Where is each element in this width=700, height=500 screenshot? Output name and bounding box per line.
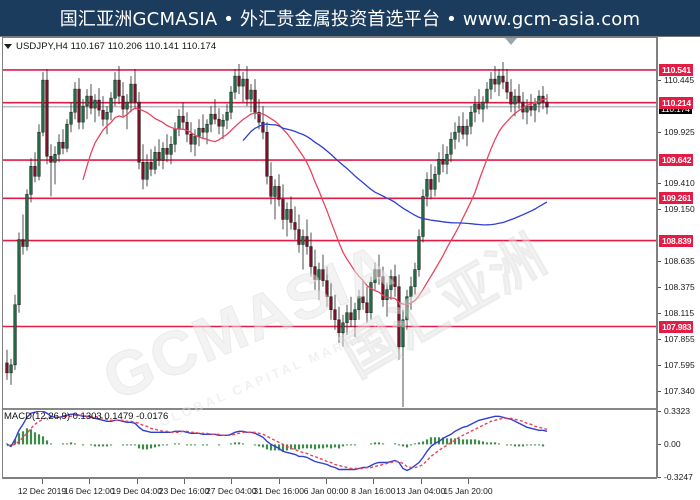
time-axis-label: 27 Dec 04:00 [206, 486, 257, 496]
macd-indicator-label: MACD(12,26,9) 0.1303 0.1479 -0.0176 [4, 411, 169, 422]
symbol-ohlc-label: USDJPY,H4 110.167 110.206 110.141 110.17… [16, 40, 217, 52]
price-panel[interactable] [3, 54, 656, 408]
panel-separator [3, 408, 656, 410]
time-axis-label: 6 Jan 00:00 [303, 486, 349, 496]
price-level-badge[interactable]: 109.261 [659, 192, 694, 205]
time-axis-label: 16 Dec 12:00 [64, 486, 115, 496]
price-tick: 109.410 [658, 178, 695, 188]
price-scale[interactable]: 110.445 109.925 109.410 109.150 108.635 108.3… [657, 37, 700, 482]
price-tick: 107.855 [658, 334, 695, 344]
time-tick-mark [468, 479, 469, 484]
time-tick-mark [231, 479, 233, 484]
price-tick: 108.635 [658, 256, 695, 266]
time-tick-mark [373, 479, 375, 484]
price-level-badge[interactable]: 110.541 [659, 63, 693, 76]
price-tick: 109.925 [658, 127, 695, 137]
bid-price-badge: 110.174 [659, 104, 692, 115]
price-tick: 109.150 [658, 204, 695, 214]
time-axis-label: 13 Jan 04:00 [396, 486, 446, 496]
time-axis-label: 19 Dec 04:00 [111, 486, 162, 496]
price-tick: 107.595 [658, 360, 695, 370]
site-banner: 国汇亚洲GCMASIA • 外汇贵金属投资首选平台 • www.gcm-asia… [0, 0, 700, 36]
time-tick-mark [136, 479, 138, 484]
macd-tick: -0.3247 [658, 472, 693, 482]
time-axis-label: 8 Jan 16:00 [351, 486, 396, 496]
price-level-badge[interactable]: 109.642 [659, 154, 694, 167]
price-tick: 110.445 [658, 75, 694, 85]
chevron-down-icon[interactable] [4, 43, 12, 49]
time-axis: 12 Dec 2019 16 Dec 12:00 19 Dec 04:00 23 De… [2, 478, 657, 500]
time-tick-mark [89, 479, 91, 484]
chart-top-marker-icon [505, 38, 517, 45]
macd-tick: 0.3323 [658, 406, 690, 416]
time-tick-mark [420, 479, 422, 484]
plot-border [2, 37, 657, 478]
price-tick: 108.375 [658, 282, 695, 292]
chart-frame: USDJPY,H4 110.167 110.206 110.141 110.17… [0, 36, 700, 500]
symbol-header[interactable]: USDJPY,H4 110.167 110.206 110.141 110.17… [4, 39, 216, 53]
macd-panel[interactable] [3, 411, 656, 477]
price-level-badge[interactable]: 107.983 [659, 320, 694, 333]
time-axis-label: 31 Dec 16:00 [253, 486, 304, 496]
time-tick-mark [184, 479, 185, 484]
price-level-badge[interactable]: 108.839 [659, 234, 694, 247]
price-level-badge[interactable]: 110.214 [659, 96, 693, 109]
time-tick-mark [278, 479, 280, 484]
banner-title: 国汇亚洲GCMASIA • 外汇贵金属投资首选平台 • www.gcm-asia… [59, 9, 641, 30]
time-tick-mark [42, 479, 43, 484]
macd-tick: 0.00 [658, 439, 681, 449]
price-tick: 107.340 [658, 386, 695, 396]
price-tick: 108.115 [658, 308, 694, 318]
time-axis-label: 12 Dec 2019 [17, 486, 67, 496]
time-axis-label: 15 Jan 20:00 [443, 486, 493, 496]
price-plot [3, 62, 656, 407]
time-tick-mark [326, 479, 327, 484]
macd-plot [5, 411, 548, 472]
time-axis-label: 23 Dec 16:00 [158, 486, 210, 496]
